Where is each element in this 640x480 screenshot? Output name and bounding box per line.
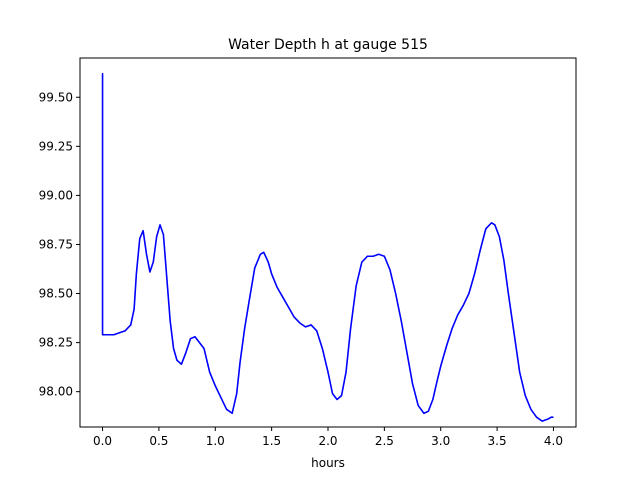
y-tick-label: 99.50	[39, 90, 73, 104]
y-tick-label: 98.00	[39, 385, 73, 399]
y-axis-ticks: 98.00 98.25 98.50 98.75 99.00 99.25 99.50	[39, 90, 80, 399]
plot-area	[80, 58, 576, 427]
y-tick-label: 98.75	[39, 237, 73, 251]
x-tick-label: 2.0	[318, 434, 337, 448]
x-tick-label: 1.0	[206, 434, 225, 448]
y-tick-label: 98.25	[39, 336, 73, 350]
x-tick-label: 3.0	[431, 434, 450, 448]
chart-title: Water Depth h at gauge 515	[228, 37, 428, 53]
y-tick-label: 99.25	[39, 139, 73, 153]
x-tick-label: 3.5	[488, 434, 507, 448]
x-axis-label: hours	[311, 456, 345, 470]
x-tick-label: 1.5	[262, 434, 281, 448]
y-tick-label: 99.00	[39, 188, 73, 202]
series-line	[101, 72, 554, 422]
x-tick-label: 0.5	[149, 434, 168, 448]
series-layer	[101, 72, 554, 422]
x-tick-label: 0.0	[93, 434, 112, 448]
y-tick-label: 98.50	[39, 287, 73, 301]
x-axis-ticks: 0.0 0.5 1.0 1.5 2.0 2.5 3.0 3.5 4.0	[93, 427, 563, 448]
x-tick-label: 2.5	[375, 434, 394, 448]
x-tick-label: 4.0	[544, 434, 563, 448]
